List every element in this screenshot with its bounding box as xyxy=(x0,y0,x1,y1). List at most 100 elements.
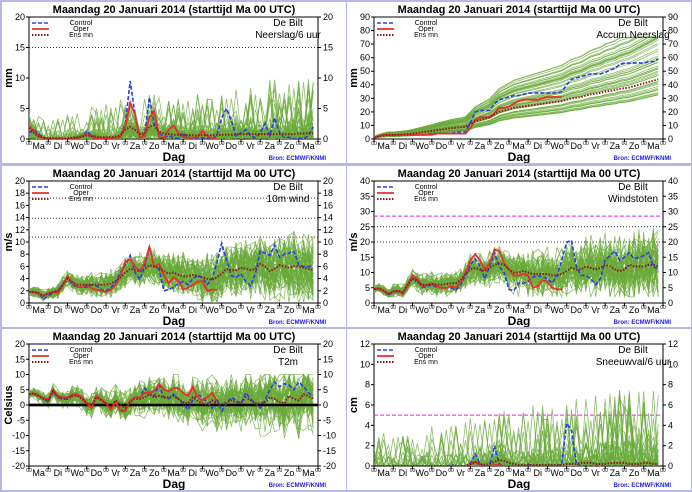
x-day-label: Vr xyxy=(456,305,465,315)
ensemble-member-line xyxy=(29,233,314,302)
x-hour-label: 00 xyxy=(103,305,109,311)
x-hour-label: 00 xyxy=(142,141,148,147)
x-day-label: Vr xyxy=(456,141,465,151)
x-day-label: Do xyxy=(571,305,583,315)
location-label: De Bilt xyxy=(273,345,303,356)
ensemble-member-line xyxy=(374,236,659,298)
y-tick-label-left: 90 xyxy=(360,12,370,22)
chart-title: Maandag 20 Januari 2014 (starttijd Ma 00… xyxy=(53,4,296,16)
series-control xyxy=(374,58,659,139)
x-day-label: Za xyxy=(610,141,621,151)
x-hour-label: 00 xyxy=(45,141,51,147)
x-day-label: Di xyxy=(534,141,543,151)
x-day-label: Za xyxy=(610,468,621,478)
location-label: De Bilt xyxy=(273,182,303,193)
y-tick-label-right: 10 xyxy=(668,359,678,369)
ensemble-members xyxy=(374,36,659,139)
y-tick-label-right: 2 xyxy=(323,286,328,296)
y-tick-label-left: 40 xyxy=(360,176,370,186)
x-day-label: Do xyxy=(571,468,583,478)
variable-label: Neerslag/6 uur xyxy=(255,30,321,41)
y-axis-label: mm xyxy=(348,68,360,88)
x-hour-label: 00 xyxy=(641,305,647,311)
y-tick-label-right: 12 xyxy=(668,339,678,349)
ensemble-member-line xyxy=(374,42,659,138)
y-tick-label-right: 10 xyxy=(323,237,333,247)
y-tick-label-left: 15 xyxy=(15,354,25,364)
y-tick-label-left: 6 xyxy=(20,261,25,271)
y-tick-label-right: 0 xyxy=(323,298,328,308)
x-hour-label: 00 xyxy=(448,468,454,474)
y-tick-label-left: 18 xyxy=(15,188,25,198)
series-ens-mn xyxy=(29,389,314,410)
x-hour-label: 00 xyxy=(161,141,167,147)
x-hour-label: 00 xyxy=(583,468,589,474)
x-day-label: Ma xyxy=(167,305,180,315)
y-tick-label-left: 12 xyxy=(360,339,370,349)
x-hour-label: 00 xyxy=(84,141,90,147)
series-oper xyxy=(374,248,562,296)
x-hour-label: 00 xyxy=(103,468,109,474)
x-day-label: Ma xyxy=(32,305,45,315)
x-hour-label: 00 xyxy=(142,468,148,474)
legend-label: Control xyxy=(70,20,93,27)
y-tick-label-left: 25 xyxy=(360,222,370,232)
y-tick-label-left: -5 xyxy=(17,415,25,425)
x-day-label: Za xyxy=(610,305,621,315)
legend-label: Control xyxy=(415,347,438,354)
y-tick-label-left: 5 xyxy=(365,283,370,293)
y-tick-label-right: 25 xyxy=(668,222,678,232)
x-hour-label: 00 xyxy=(371,468,377,474)
y-tick-label-right: 4 xyxy=(668,420,673,430)
y-tick-label-right: 10 xyxy=(668,120,678,130)
y-tick-label-left: 60 xyxy=(360,53,370,63)
x-hour-label: 00 xyxy=(200,305,206,311)
chart-sneeuwval: Maandag 20 Januari 2014 (starttijd Ma 00… xyxy=(348,331,678,490)
x-hour-label: 00 xyxy=(525,305,531,311)
x-hour-label: 00 xyxy=(429,468,435,474)
x-hour-label: 00 xyxy=(277,468,283,474)
x-hour-label: 00 xyxy=(65,305,71,311)
x-hour-label: 00 xyxy=(660,141,666,147)
x-day-label: Ma xyxy=(377,141,390,151)
y-tick-label-left: 2 xyxy=(365,441,370,451)
x-hour-label: 00 xyxy=(65,141,71,147)
x-day-label: Do xyxy=(91,305,103,315)
y-tick-label-right: 80 xyxy=(668,26,678,36)
x-day-label: Vr xyxy=(591,141,600,151)
y-tick-label-left: 10 xyxy=(15,73,25,83)
x-day-label: Vr xyxy=(111,468,120,478)
x-hour-label: 00 xyxy=(468,305,474,311)
x-day-label: Vr xyxy=(246,141,255,151)
y-tick-label-right: 4 xyxy=(323,274,328,284)
y-tick-label-left: 0 xyxy=(20,400,25,410)
x-hour-label: 00 xyxy=(180,468,186,474)
variable-label: 10m wind xyxy=(267,194,310,205)
y-tick-label-left: 0 xyxy=(365,134,370,144)
x-day-label: Do xyxy=(436,305,448,315)
x-hour-label: 00 xyxy=(410,468,416,474)
y-tick-label-right: 0 xyxy=(668,461,673,471)
chart-accum-neerslag: Maandag 20 Januari 2014 (starttijd Ma 00… xyxy=(348,4,678,163)
source-credit: Bron: ECMWF/KNMI xyxy=(614,483,672,489)
y-tick-label-left: 10 xyxy=(360,268,370,278)
y-tick-label-left: 5 xyxy=(20,104,25,114)
y-tick-label-left: 0 xyxy=(365,461,370,471)
y-tick-label-left: 12 xyxy=(15,225,25,235)
x-hour-label: 00 xyxy=(277,141,283,147)
x-day-label: Ma xyxy=(647,305,660,315)
ensemble-member-line xyxy=(29,379,314,419)
x-hour-label: 00 xyxy=(315,468,321,474)
x-day-label: Wo xyxy=(550,141,563,151)
source-credit: Bron: ECMWF/KNMI xyxy=(269,483,327,489)
y-tick-label-left: 15 xyxy=(15,43,25,53)
x-hour-label: 00 xyxy=(602,468,608,474)
ensemble-member-line xyxy=(29,246,314,298)
ensemble-member-line xyxy=(29,89,314,139)
chart-title: Maandag 20 Januari 2014 (starttijd Ma 00… xyxy=(398,168,641,180)
y-tick-label-right: 6 xyxy=(323,261,328,271)
ensemble-member-line xyxy=(374,239,659,298)
y-tick-label-right: 2 xyxy=(668,441,673,451)
